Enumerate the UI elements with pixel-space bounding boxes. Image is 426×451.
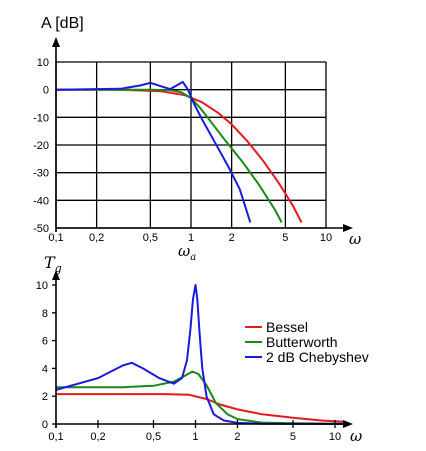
amplitude-tick-labels: 10 0 -10 -20 -30 -40 -500,1 0,2 0,5 1 2 5 10: [33, 57, 332, 244]
y-tick-label: 10: [37, 57, 49, 69]
x-tick-label: 1: [192, 431, 198, 443]
x-tick-label: 0,2: [90, 431, 105, 443]
amplitude-y-arrow: [52, 37, 60, 47]
y-tick-label: 0: [43, 85, 49, 97]
x-tick-label: 2: [234, 431, 240, 443]
group-delay-axes: [52, 270, 353, 428]
group-delay-chart: 0 2 4 6 8 10 0,1 0,2 0,5 1 2 5 10 Tg ω BesselButterw…: [36, 253, 369, 445]
group-delay-x-label: ω: [350, 427, 362, 445]
x-tick-label: 0,5: [143, 232, 158, 244]
group-delay-line-butterworth: [56, 370, 347, 425]
legend-label-butterworth: Butterworth: [266, 334, 338, 350]
amplitude-sub-label: ωa: [178, 242, 196, 263]
x-tick-label: 10: [320, 232, 332, 244]
y-tick-label: -10: [33, 112, 49, 124]
y-tick-label: -20: [33, 140, 49, 152]
x-tick-label: 1: [188, 232, 194, 244]
y-tick-label: -50: [33, 223, 49, 235]
group-delay-line-chebyshev: [55, 284, 347, 425]
x-tick-label: 0,1: [48, 431, 63, 443]
x-tick-label: 2: [229, 232, 235, 244]
amplitude-line-chebyshev: [55, 80, 252, 223]
y-tick-label: 6: [42, 336, 48, 348]
y-tick-label: 8: [42, 308, 48, 320]
amplitude-y-label: A [dB]: [41, 15, 84, 32]
x-tick-label: 0,2: [89, 232, 104, 244]
group-delay-line-bessel: [56, 393, 347, 423]
y-tick-label: 4: [42, 363, 48, 375]
amplitude-grid: [55, 61, 327, 229]
amplitude-line-butterworth: [56, 88, 283, 223]
group-delay-tick-labels: 0 2 4 6 8 10 0,1 0,2 0,5 1 2 5 10: [36, 280, 341, 443]
group-delay-x-arrow: [343, 420, 353, 428]
x-tick-label: 5: [282, 232, 288, 244]
group-delay-y-arrow: [52, 270, 60, 280]
x-tick-label: 5: [290, 431, 296, 443]
amplitude-chart: 100-10-20-30-40-500,1 0,2 0,5 1 2 5 10 A [dB] …: [33, 15, 361, 263]
y-tick-label: 2: [42, 391, 48, 403]
y-tick-label: 10: [36, 280, 48, 292]
amplitude-x-arrow: [343, 224, 353, 232]
amplitude-series: [55, 80, 303, 223]
y-tick-label: -30: [33, 168, 49, 180]
legend-label-bessel: Bessel: [266, 319, 308, 335]
group-delay-y-label: Tg: [44, 253, 62, 275]
y-tick-label: 0: [42, 419, 48, 431]
x-tick-label: 0,5: [146, 431, 161, 443]
y-tick-label: -40: [33, 195, 49, 207]
x-tick-label: 10: [329, 431, 341, 443]
amplitude-axes: [52, 37, 353, 232]
legend-label-chebyshev: 2 dB Chebyshev: [266, 349, 369, 365]
x-tick-label: 0,1: [48, 232, 63, 244]
group-delay-series: [55, 284, 347, 425]
amplitude-line-bessel: [56, 88, 303, 223]
amplitude-x-label: ω: [349, 230, 361, 248]
